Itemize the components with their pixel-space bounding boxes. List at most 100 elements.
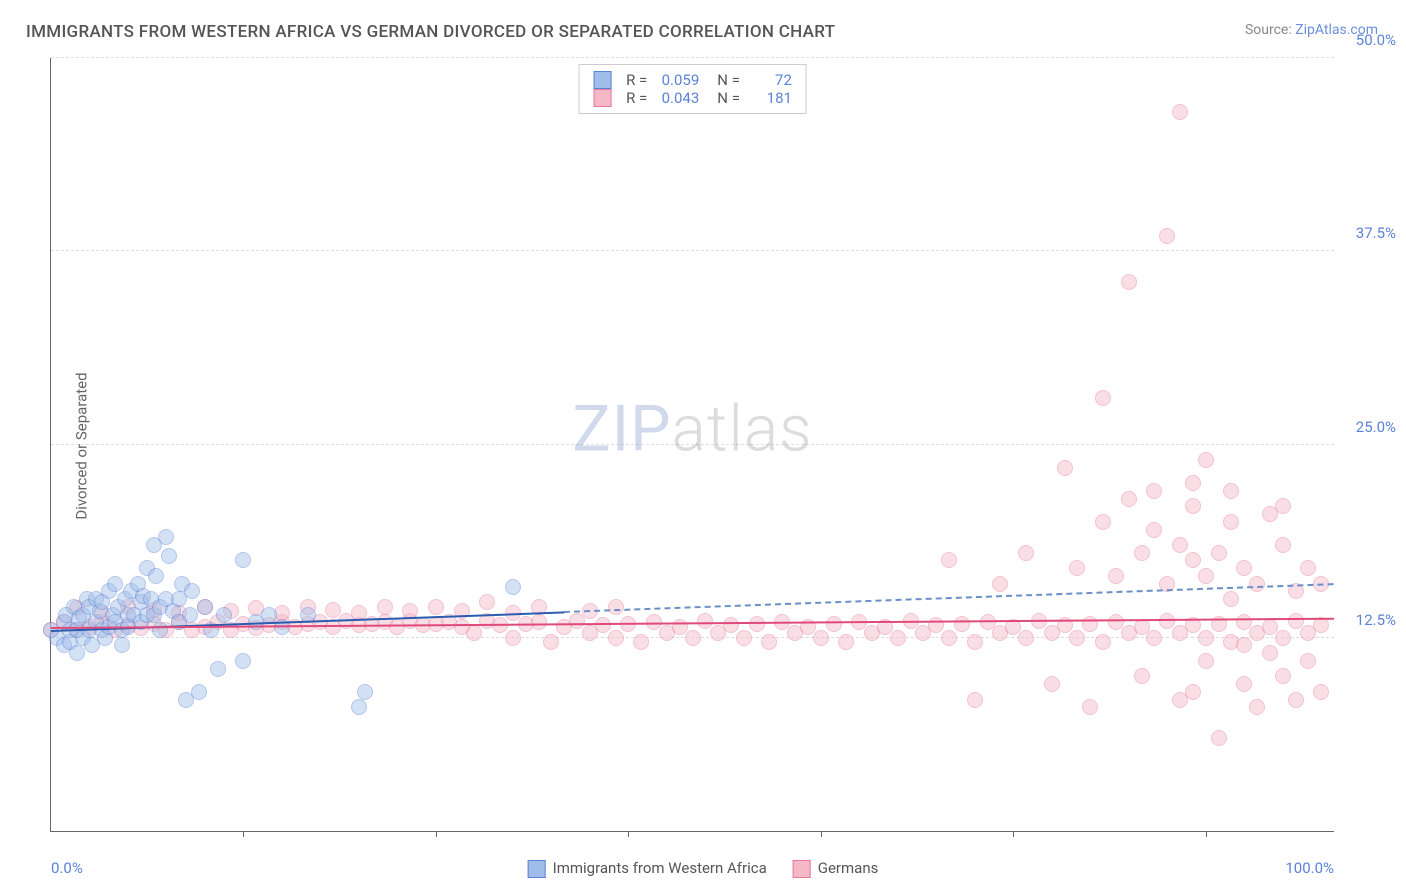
y-tick-label: 37.5% [1340, 224, 1396, 242]
scatter-point [158, 529, 174, 545]
scatter-point [1108, 568, 1124, 584]
scatter-point [1044, 676, 1060, 692]
scatter-point [723, 617, 739, 633]
scatter-point [967, 634, 983, 650]
scatter-point [1288, 692, 1304, 708]
scatter-point [1275, 537, 1291, 553]
scatter-point [1249, 576, 1265, 592]
x-tick [1206, 831, 1207, 837]
scatter-point [761, 634, 777, 650]
plot-area: ZIPatlas R =0.059N =72R =0.043N =181 12.… [50, 58, 1334, 832]
legend-swatch [593, 89, 611, 107]
stats-legend-row: R =0.043N =181 [593, 89, 792, 107]
scatter-point [235, 552, 251, 568]
scatter-point [1095, 390, 1111, 406]
scatter-point [1275, 668, 1291, 684]
x-tick [436, 831, 437, 837]
scatter-point [1172, 537, 1188, 553]
scatter-point [531, 614, 547, 630]
scatter-point [1146, 483, 1162, 499]
scatter-point [633, 634, 649, 650]
scatter-point [479, 594, 495, 610]
watermark-atlas: atlas [672, 392, 813, 467]
scatter-point [838, 634, 854, 650]
scatter-point [543, 634, 559, 650]
scatter-point [813, 630, 829, 646]
legend-item: Immigrants from Western Africa [528, 859, 767, 878]
scatter-point [377, 599, 393, 615]
stats-legend: R =0.059N =72R =0.043N =181 [578, 64, 807, 114]
scatter-point [1262, 645, 1278, 661]
scatter-point [107, 576, 123, 592]
scatter-point [261, 607, 277, 623]
legend-swatch [528, 860, 546, 878]
scatter-point [697, 613, 713, 629]
x-tick [821, 831, 822, 837]
n-value: 181 [748, 89, 792, 107]
scatter-point [1313, 684, 1329, 700]
scatter-point [1057, 460, 1073, 476]
n-value: 72 [748, 71, 792, 89]
scatter-point [191, 684, 207, 700]
scatter-point [1082, 699, 1098, 715]
scatter-point [826, 616, 842, 632]
scatter-point [1185, 498, 1201, 514]
gridline-h [51, 444, 1334, 445]
scatter-point [161, 548, 177, 564]
scatter-point [216, 607, 232, 623]
x-tick-label: 100.0% [1285, 859, 1334, 877]
scatter-point [1300, 653, 1316, 669]
y-tick-label: 12.5% [1340, 611, 1396, 629]
scatter-point [1134, 545, 1150, 561]
scatter-point [1198, 653, 1214, 669]
scatter-point [1121, 491, 1137, 507]
scatter-point [1146, 522, 1162, 538]
scatter-point [1236, 637, 1252, 653]
scatter-point [1185, 684, 1201, 700]
scatter-point [954, 616, 970, 632]
scatter-point [210, 661, 226, 677]
scatter-point [1249, 699, 1265, 715]
scatter-point [1236, 560, 1252, 576]
scatter-point [114, 637, 130, 653]
scatter-point [1288, 613, 1304, 629]
correlation-chart: IMMIGRANTS FROM WESTERN AFRICA VS GERMAN… [0, 0, 1406, 892]
scatter-point [595, 617, 611, 633]
scatter-point [428, 599, 444, 615]
legend-swatch [793, 860, 811, 878]
scatter-point [1095, 514, 1111, 530]
scatter-point [608, 599, 624, 615]
y-tick-label: 25.0% [1340, 418, 1396, 436]
scatter-point [197, 599, 213, 615]
scatter-point [357, 684, 373, 700]
series-legend: Immigrants from Western Africa Germans [528, 859, 879, 878]
scatter-point [148, 568, 164, 584]
scatter-point [505, 630, 521, 646]
scatter-point [1172, 104, 1188, 120]
chart-title: IMMIGRANTS FROM WESTERN AFRICA VS GERMAN… [26, 22, 835, 42]
scatter-point [1082, 616, 1098, 632]
scatter-point [1018, 545, 1034, 561]
scatter-point [1236, 676, 1252, 692]
scatter-point [1223, 483, 1239, 499]
scatter-point [1275, 498, 1291, 514]
source-prefix: Source: [1245, 22, 1295, 38]
n-label: N = [717, 89, 740, 107]
scatter-point [1018, 630, 1034, 646]
scatter-point [941, 630, 957, 646]
scatter-point [1198, 452, 1214, 468]
scatter-point [1223, 591, 1239, 607]
scatter-point [890, 630, 906, 646]
scatter-point [1159, 228, 1175, 244]
x-tick [628, 831, 629, 837]
scatter-point [466, 625, 482, 641]
legend-label: Germans [818, 859, 879, 877]
gridline-h [51, 250, 1334, 251]
stats-legend-row: R =0.059N =72 [593, 71, 792, 89]
trend-line-extrapolated [564, 584, 1334, 614]
scatter-point [1146, 630, 1162, 646]
legend-swatch [593, 71, 611, 89]
watermark-zip: ZIP [572, 392, 671, 467]
scatter-point [1211, 730, 1227, 746]
r-label: R = [626, 71, 647, 89]
